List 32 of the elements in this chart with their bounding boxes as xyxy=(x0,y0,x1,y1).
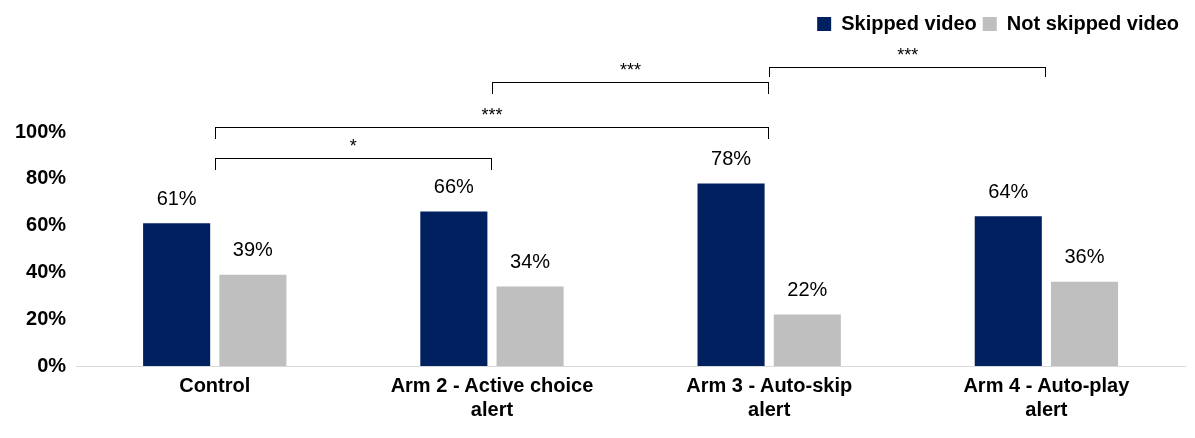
bar xyxy=(219,274,287,366)
y-tick-label: 80% xyxy=(26,166,67,189)
bar xyxy=(974,216,1042,366)
y-tick-label: 60% xyxy=(26,213,67,236)
y-tick-label: 40% xyxy=(26,259,67,282)
bar xyxy=(143,223,211,366)
x-tick-label: Arm 2 - Active choice alert xyxy=(390,373,594,420)
y-tick-label: 0% xyxy=(37,353,67,376)
text: *** xyxy=(481,105,503,126)
annotation: * xyxy=(349,136,357,157)
data-label: 66% xyxy=(433,175,475,198)
data-label: 64% xyxy=(988,179,1029,202)
x-tick-label: Arm 4 - Auto-play alert xyxy=(963,373,1131,420)
text: *** xyxy=(620,60,642,81)
bar xyxy=(496,286,564,366)
bar xyxy=(773,314,841,366)
y-tick-label: 100% xyxy=(15,119,67,142)
bar xyxy=(1050,281,1119,366)
y-tick-label: 20% xyxy=(26,306,67,329)
data-label: 61% xyxy=(156,186,197,209)
data-label: 34% xyxy=(510,249,551,272)
legend-label: Not skipped video xyxy=(1006,11,1179,34)
bar xyxy=(697,183,765,366)
legend-label: Skipped video xyxy=(841,11,977,34)
data-label: 22% xyxy=(787,278,828,301)
text: *** xyxy=(897,45,919,66)
data-label: 36% xyxy=(1064,245,1105,268)
data-label: 78% xyxy=(711,147,752,169)
x-tick-label: Arm 3 - Auto-skip alert xyxy=(686,373,853,420)
data-label: 39% xyxy=(232,238,274,261)
x-tick-label: Control xyxy=(179,373,251,396)
bar xyxy=(420,211,488,366)
